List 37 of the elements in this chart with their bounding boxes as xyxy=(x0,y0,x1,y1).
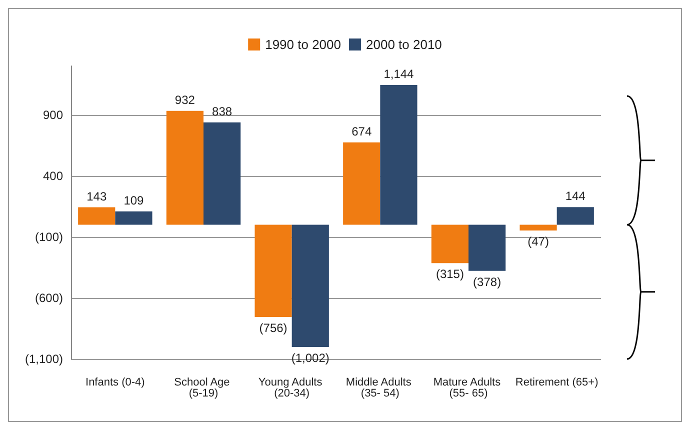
x-tick-label: Mature Adults (55- 65) xyxy=(433,376,504,400)
x-tick-label: Infants (0-4) xyxy=(86,376,145,388)
bar xyxy=(115,211,152,225)
bar xyxy=(166,110,204,225)
y-tick-label: (100) xyxy=(34,230,63,244)
y-tick-label: (600) xyxy=(34,290,63,305)
bar xyxy=(204,122,241,225)
data-label: (315) xyxy=(436,267,464,282)
data-label: (378) xyxy=(473,274,502,289)
x-tick-label: Middle Adults (35- 54) xyxy=(346,376,414,400)
x-tick-label: School Age (5-19) xyxy=(174,376,233,400)
legend-label: 2000 to 2010 xyxy=(366,37,442,52)
x-tick-label: Young Adults (20-34) xyxy=(258,376,326,400)
bar xyxy=(292,224,329,348)
bar xyxy=(380,85,418,225)
data-label: (1,002) xyxy=(291,351,330,366)
bar xyxy=(343,142,380,225)
y-tick-label: 400 xyxy=(42,168,64,183)
bar xyxy=(556,207,594,225)
bar xyxy=(254,224,292,318)
data-label: 838 xyxy=(212,104,232,118)
data-label: 109 xyxy=(124,193,144,208)
data-label: 932 xyxy=(174,92,196,107)
legend-label: 1990 to 2000 xyxy=(265,37,341,52)
data-label: 144 xyxy=(565,189,586,204)
data-label: 674 xyxy=(352,124,372,138)
y-tick-label: 900 xyxy=(42,108,64,122)
data-label: (756) xyxy=(259,321,288,336)
data-label: 1,144 xyxy=(384,67,414,82)
x-tick-label: Retirement (65+) xyxy=(515,376,598,388)
bar xyxy=(78,207,116,225)
bar xyxy=(520,224,557,230)
y-tick-label: (1,100) xyxy=(24,352,63,366)
bar xyxy=(431,224,468,264)
data-label: 143 xyxy=(86,189,107,204)
data-label: (47) xyxy=(528,234,549,248)
bar xyxy=(468,224,506,271)
